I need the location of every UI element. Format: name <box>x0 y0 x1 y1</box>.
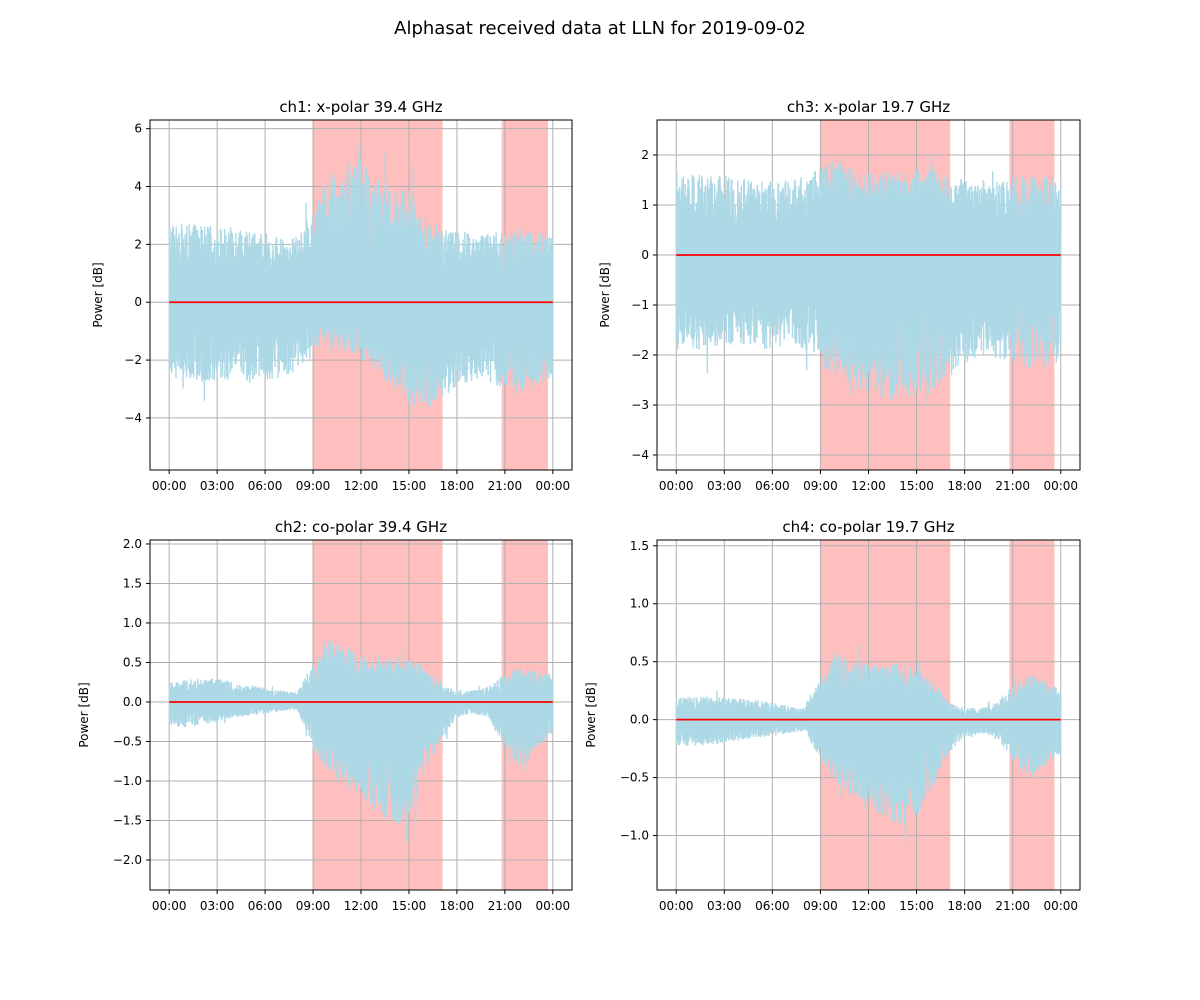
x-tick-label: 18:00 <box>947 899 982 913</box>
y-tick-label: −1.0 <box>113 774 142 788</box>
y-tick-label: −0.5 <box>113 734 142 748</box>
y-tick-label: 0.5 <box>123 655 142 669</box>
y-tick-label: −2 <box>124 353 142 367</box>
x-tick-label: 21:00 <box>488 899 523 913</box>
chart-panel-ch2: ch2: co-polar 39.4 GHz 00:00 03:00 06:00 09… <box>60 516 620 926</box>
chart-svg: 00:00 03:00 06:00 09:00 12:00 15:00 18:00 21:00… <box>91 119 573 493</box>
chart-title: ch2: co-polar 39.4 GHz <box>274 518 448 536</box>
figure-title: Alphasat received data at LLN for 2019-0… <box>394 18 806 39</box>
x-tick-label: 06:00 <box>248 899 283 913</box>
x-tick-label: 09:00 <box>296 479 331 493</box>
x-tick-label: 15:00 <box>392 899 427 913</box>
y-tick-label: −1.5 <box>113 813 142 827</box>
y-tick-label: 0 <box>641 248 649 262</box>
y-tick-label: 2 <box>134 237 142 251</box>
y-tick-label: 1.0 <box>630 597 649 611</box>
signal-series <box>675 155 1062 406</box>
y-axis-label: Power [dB] <box>598 262 612 327</box>
x-tick-label: 18:00 <box>440 479 475 493</box>
signal-series <box>675 643 1062 845</box>
x-tick-label: 21:00 <box>488 479 523 493</box>
y-tick-label: 0.0 <box>630 713 649 727</box>
y-axis-label: Power [dB] <box>584 682 598 747</box>
x-tick-label: 00:00 <box>659 899 694 913</box>
x-tick-label: 00:00 <box>659 479 694 493</box>
x-tick-label: 09:00 <box>296 899 331 913</box>
x-tick-label: 00:00 <box>1043 479 1078 493</box>
signal-series <box>168 639 554 842</box>
x-tick-label: 00:00 <box>152 899 187 913</box>
chart-panel-ch3: ch3: x-polar 19.7 GHz 00:00 03:00 06:00 09:… <box>570 96 1130 506</box>
y-tick-label: 2.0 <box>123 537 142 551</box>
y-tick-label: 6 <box>134 122 142 136</box>
x-tick-label: 00:00 <box>152 479 187 493</box>
y-tick-label: 1.5 <box>630 539 649 553</box>
chart-svg: 00:00 03:00 06:00 09:00 12:00 15:00 18:00 21:00… <box>77 537 573 913</box>
x-tick-label: 15:00 <box>899 479 934 493</box>
x-tick-label: 06:00 <box>755 899 790 913</box>
y-tick-label: 1 <box>641 198 649 212</box>
y-tick-label: −0.5 <box>620 771 649 785</box>
x-tick-label: 06:00 <box>248 479 283 493</box>
y-tick-label: 2 <box>641 148 649 162</box>
y-tick-label: −4 <box>631 448 649 462</box>
x-tick-label: 03:00 <box>707 479 742 493</box>
x-tick-label: 03:00 <box>707 899 742 913</box>
y-axis-label: Power [dB] <box>77 682 91 747</box>
x-tick-label: 18:00 <box>947 479 982 493</box>
x-tick-label: 21:00 <box>995 479 1030 493</box>
y-tick-label: 4 <box>134 180 142 194</box>
x-tick-label: 09:00 <box>803 899 838 913</box>
x-tick-label: 12:00 <box>344 899 379 913</box>
chart-title: ch4: co-polar 19.7 GHz <box>782 518 955 536</box>
y-tick-label: −2 <box>631 348 649 362</box>
x-tick-label: 12:00 <box>851 479 886 493</box>
x-tick-label: 21:00 <box>995 899 1030 913</box>
x-tick-label: 15:00 <box>392 479 427 493</box>
x-tick-label: 00:00 <box>1043 899 1078 913</box>
chart-svg: 00:00 03:00 06:00 09:00 12:00 15:00 18:00 21:00… <box>584 539 1081 913</box>
signal-series <box>168 144 554 419</box>
y-tick-label: −3 <box>631 398 649 412</box>
y-tick-label: 0 <box>134 295 142 309</box>
chart-title: ch3: x-polar 19.7 GHz <box>786 98 951 116</box>
x-tick-label: 03:00 <box>200 899 235 913</box>
y-tick-label: −1 <box>631 298 649 312</box>
x-tick-label: 00:00 <box>536 479 571 493</box>
y-tick-label: 0.5 <box>630 655 649 669</box>
y-axis-label: Power [dB] <box>91 262 105 327</box>
y-tick-label: 0.0 <box>123 695 142 709</box>
x-tick-label: 00:00 <box>536 899 571 913</box>
y-tick-label: 1.5 <box>123 576 142 590</box>
y-tick-label: −2.0 <box>113 853 142 867</box>
chart-title: ch1: x-polar 39.4 GHz <box>279 98 443 116</box>
y-tick-label: 1.0 <box>123 616 142 630</box>
x-tick-label: 09:00 <box>803 479 838 493</box>
x-tick-label: 06:00 <box>755 479 790 493</box>
x-tick-label: 03:00 <box>200 479 235 493</box>
chart-svg: 00:00 03:00 06:00 09:00 12:00 15:00 18:00 21:00… <box>598 119 1081 493</box>
x-tick-label: 18:00 <box>440 899 475 913</box>
y-tick-label: −4 <box>124 411 142 425</box>
chart-panel-ch1: ch1: x-polar 39.4 GHz 00:00 03:00 06:00 09:… <box>60 96 620 506</box>
chart-panel-ch4: ch4: co-polar 19.7 GHz 00:00 03:00 06:00 09… <box>570 516 1130 926</box>
x-tick-label: 15:00 <box>899 899 934 913</box>
x-tick-label: 12:00 <box>344 479 379 493</box>
y-tick-label: −1.0 <box>620 829 649 843</box>
x-tick-label: 12:00 <box>851 899 886 913</box>
